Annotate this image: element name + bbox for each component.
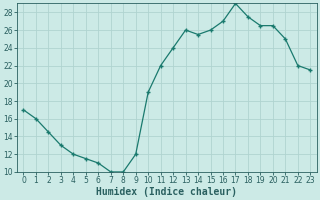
X-axis label: Humidex (Indice chaleur): Humidex (Indice chaleur)	[96, 186, 237, 197]
